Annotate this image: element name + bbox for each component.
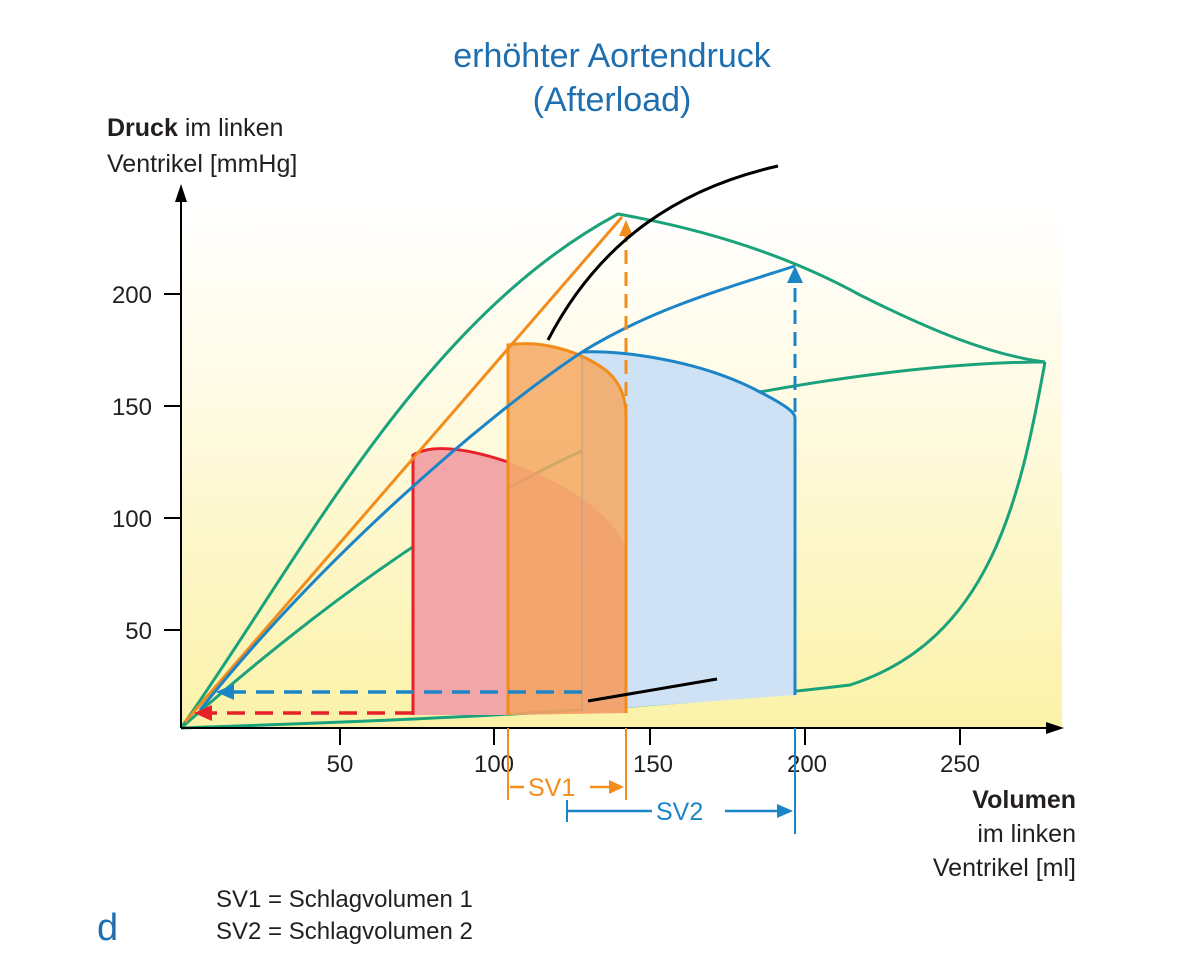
y-axis-label-rest: im linken (178, 114, 284, 142)
y-tick-label-150: 150 (112, 394, 152, 421)
blue-arrow-head (787, 266, 803, 283)
envelope-upper-curve (179, 212, 1046, 729)
x-axis-arrow (1046, 722, 1064, 734)
sv2-label: SV2 (656, 798, 703, 826)
x-axis-label-line2: im linken (977, 820, 1076, 848)
x-axis-label-line1: Volumen (972, 786, 1076, 814)
blue-loop-area (582, 352, 795, 711)
pointer-line-upper (546, 164, 779, 341)
y-tick-label-100: 100 (112, 506, 152, 533)
sv2-arrow-head (777, 804, 793, 818)
x-tick-label-200: 200 (787, 751, 827, 778)
orange-arrow-head (619, 220, 633, 236)
pointer-line-lower (587, 677, 718, 703)
x-axis-label-line3: Ventrikel [ml] (933, 854, 1076, 882)
red-loop-outline (411, 447, 509, 715)
orange-loop-shadow (508, 462, 626, 715)
y-tick-label-200: 200 (112, 282, 152, 309)
envelope-right-curve (180, 361, 1047, 730)
orange-esp-line (183, 216, 624, 723)
diagram-title-line1: erhöhter Aortendruck (453, 37, 772, 75)
y-axis-arrow (175, 184, 187, 202)
red-loop-area (413, 448, 508, 715)
y-tick-label-50: 50 (125, 618, 152, 645)
legend-sv2: SV2 = Schlagvolumen 2 (216, 918, 473, 945)
sv1-label: SV1 (528, 774, 575, 802)
panel-letter: d (97, 907, 118, 949)
blue-loop-outline (581, 350, 797, 695)
x-tick-label-150: 150 (633, 751, 673, 778)
sv1-arrow-head (609, 780, 624, 794)
blue-esp-curve (198, 264, 796, 711)
blue-left-arrow-head (216, 684, 234, 700)
red-left-arrow-head (194, 705, 212, 721)
x-tick-label-250: 250 (940, 751, 980, 778)
diagram-title-line2: (Afterload) (533, 81, 692, 119)
y-axis-label-line2: Ventrikel [mmHg] (107, 150, 297, 178)
y-axis-label-line1: Druck im linken (107, 114, 283, 142)
y-axis-label-bold: Druck (107, 114, 178, 142)
x-tick-label-50: 50 (327, 751, 354, 778)
legend-sv1: SV1 = Schlagvolumen 1 (216, 886, 473, 913)
